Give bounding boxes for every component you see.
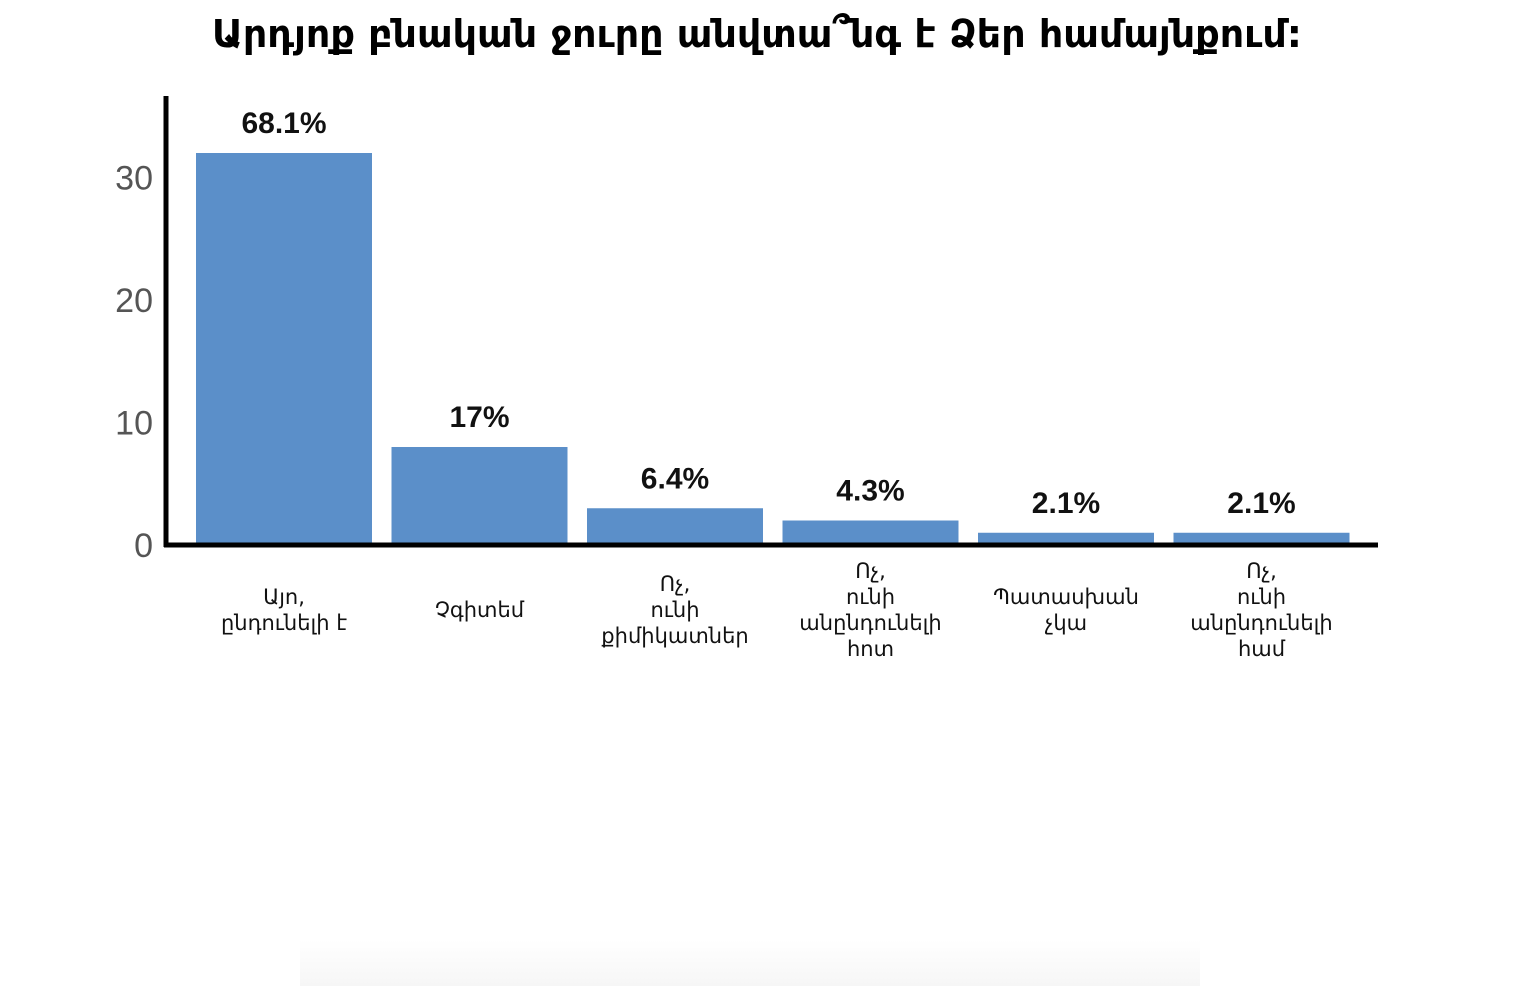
category-label-1: Չգիտեմ [435,598,525,622]
bottom-shade [300,940,1200,986]
category-label-line: Չգիտեմ [435,598,525,622]
category-label-line: ունի [1237,585,1286,609]
y-tick-label-3: 30 [115,160,153,198]
bar-0 [196,153,372,545]
category-label-line: քիմիկատներ [601,624,748,648]
category-label-0: Այո, ընդունելի է [221,585,347,635]
y-tick-label-2: 20 [115,282,153,320]
category-label-line: հոտ [847,637,894,661]
category-label-line: ունի [846,585,895,609]
y-tick-label-1: 10 [115,405,153,443]
bar-4 [978,532,1154,545]
category-label-line: Ոչ, [855,559,886,583]
data-label-5: 2.1% [1227,487,1295,520]
chart-title: Արդյոք բնական ջուրը անվտա՞նգ է Ձեր համայ… [211,12,1303,56]
bar-1 [391,447,568,545]
category-label-line: Այո, [263,585,305,609]
category-label-line: անընդունելի [1190,611,1332,635]
category-label-3: Ոչ, ունի անընդունելի հոտ [799,559,941,661]
data-label-3: 4.3% [836,475,904,508]
data-label-4: 2.1% [1032,487,1100,520]
category-label-line: Պատասխան [993,585,1139,609]
category-label-line: ունի [650,598,699,622]
category-label-line: անընդունելի [799,611,941,635]
category-label-line: համ [1238,637,1286,661]
data-label-2: 6.4% [641,462,709,495]
bar-2 [587,508,763,545]
category-label-2: Ոչ, ունի քիմիկատներ [601,572,748,648]
category-label-line: ընդունելի է [221,611,347,635]
bar-5 [1173,532,1350,545]
y-tick-label-0: 0 [134,527,153,565]
category-label-5: Ոչ, ունի անընդունելի համ [1190,559,1332,661]
data-label-0: 68.1% [241,107,326,140]
category-label-line: Ոչ, [660,572,691,596]
data-label-1: 17% [449,401,509,434]
category-label-line: չկա [1045,611,1087,635]
category-label-4: Պատասխան չկա [993,585,1139,635]
bar-3 [782,520,959,545]
category-label-line: Ոչ, [1246,559,1277,583]
